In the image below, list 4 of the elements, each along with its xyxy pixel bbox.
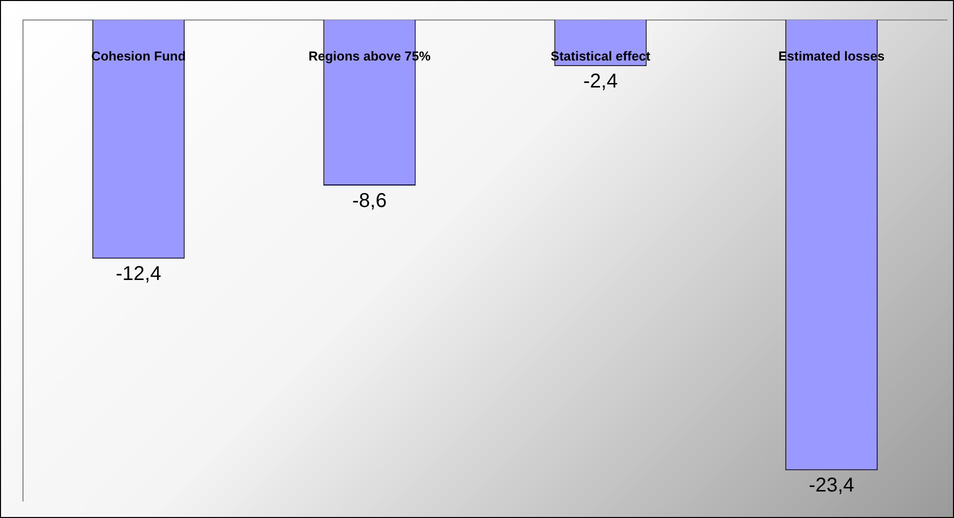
data-label: -23,4 bbox=[808, 474, 854, 497]
data-label: -12,4 bbox=[116, 263, 162, 286]
data-label: -2,4 bbox=[583, 70, 618, 93]
data-label: -8,6 bbox=[352, 190, 387, 212]
